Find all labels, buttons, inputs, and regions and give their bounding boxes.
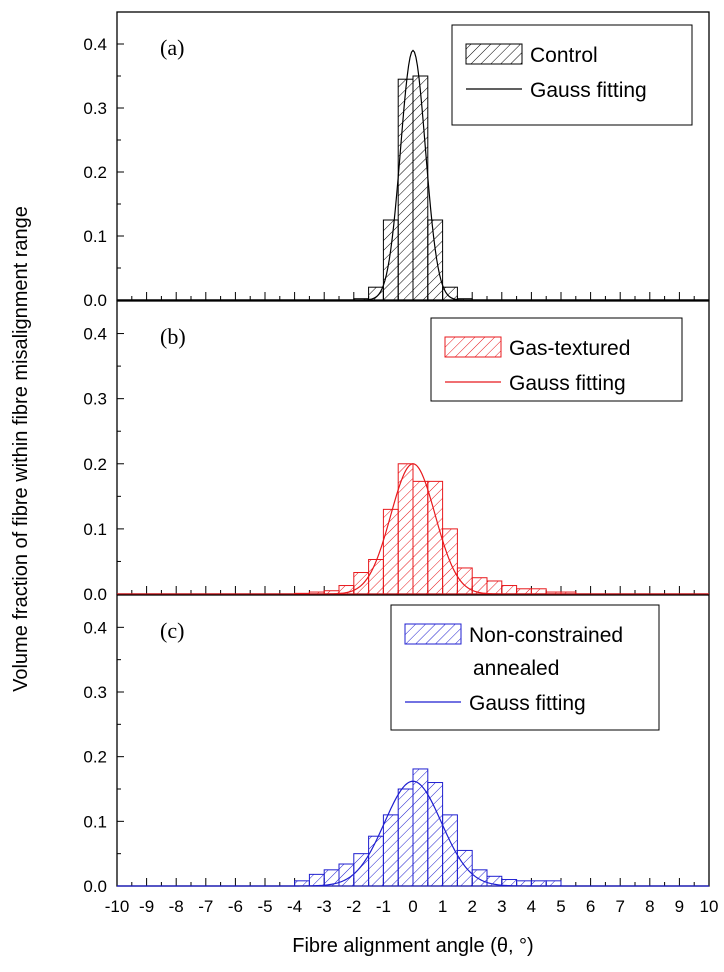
histogram-bar: [382, 219, 399, 301]
x-tick-label: -3: [317, 897, 332, 916]
legend-swatch-bar: [404, 623, 462, 645]
panel-label: (b): [160, 324, 186, 349]
x-tick-label: 10: [700, 897, 719, 916]
x-tick-label: 1: [438, 897, 447, 916]
y-axis-title: Volume fraction of fibre within fibre mi…: [10, 206, 32, 692]
legend-swatch-bar: [444, 336, 502, 358]
y-tick-label: 0.2: [83, 748, 107, 767]
histogram-bar: [338, 863, 355, 887]
x-tick-label: 5: [556, 897, 565, 916]
legend: Control Gauss fitting: [451, 24, 693, 126]
legend-label-histogram: Control: [530, 44, 598, 67]
panel-label: (a): [160, 35, 184, 60]
histogram-bar: [456, 567, 473, 595]
histogram-bar: [308, 873, 325, 887]
histogram-bar: [471, 869, 488, 887]
histogram-bar: [516, 880, 532, 887]
histogram-bar: [294, 880, 310, 887]
x-tick-label: -5: [257, 897, 272, 916]
x-tick-label: 3: [497, 897, 506, 916]
y-tick-label: 0.2: [83, 163, 107, 182]
panel-label: (c): [160, 618, 184, 643]
legend-box: [451, 24, 693, 126]
y-tick-label: 0.2: [83, 455, 107, 474]
histogram-bar: [442, 286, 458, 301]
x-tick-label: -9: [139, 897, 154, 916]
histogram-bar: [545, 880, 562, 887]
x-tick-label: -8: [169, 897, 184, 916]
histogram-bar: [353, 572, 370, 595]
x-tick-label: 6: [586, 897, 595, 916]
legend-label-fit: Gauss fitting: [509, 372, 626, 395]
x-tick-label: -10: [105, 897, 130, 916]
legend-label-fit: Gauss fitting: [530, 79, 647, 102]
y-tick-label: 0.3: [83, 390, 107, 409]
histogram-bar: [412, 768, 429, 887]
x-tick-label: -6: [228, 897, 243, 916]
legend-swatch-bar: [465, 43, 523, 65]
histogram-bar: [368, 286, 384, 301]
histogram-bar: [412, 480, 429, 595]
x-tick-label: -1: [376, 897, 391, 916]
gauss-fit-line: [117, 463, 709, 595]
y-tick-label: 0.1: [83, 227, 107, 246]
histogram-bar: [486, 580, 503, 595]
legend-label-fit: Gauss fitting: [469, 692, 586, 715]
histogram-bar: [501, 585, 518, 595]
x-tick-label: 4: [527, 897, 536, 916]
y-tick-label: 0.0: [83, 291, 107, 310]
x-tick-label: 9: [675, 897, 684, 916]
histogram-bar: [427, 219, 444, 301]
histogram-bar: [456, 849, 473, 887]
histogram-bar: [530, 588, 547, 595]
histogram-bar: [368, 558, 384, 595]
histogram-bar: [368, 835, 384, 887]
gauss-fit-line: [117, 49, 709, 301]
x-tick-label: -2: [346, 897, 361, 916]
panel-b: 0.0 0.1 0.2 0.3 0.4 (b) Gas-textured Gauss fitt…: [83, 300, 710, 604]
x-tick-label: 2: [467, 897, 476, 916]
x-axis-title: Fibre alignment angle (θ, °): [292, 935, 533, 957]
legend-box: [430, 317, 683, 402]
panel-a: 0.0 0.1 0.2 0.3 0.4 (a) Control Gauss fitting: [83, 11, 710, 310]
panel-c: 0.0 0.1 0.2 0.3 0.4 (c) Non-constrained anneale…: [83, 594, 710, 896]
y-tick-label: 0.1: [83, 520, 107, 539]
y-tick-label: 0.4: [83, 618, 107, 637]
histogram-bar: [397, 78, 414, 301]
histogram-bar: [382, 814, 399, 887]
y-tick-label: 0.3: [83, 99, 107, 118]
y-tick-label: 0.0: [83, 585, 107, 604]
histogram-bar: [412, 75, 429, 301]
legend: Non-constrained annealed Gauss fitting: [390, 604, 660, 731]
gauss-fit-line: [117, 780, 709, 887]
legend-label-histogram: Gas-textured: [509, 337, 630, 360]
x-tick-label: 7: [615, 897, 624, 916]
y-tick-label: 0.0: [83, 877, 107, 896]
legend-label-histogram-line2: annealed: [473, 657, 559, 680]
y-tick-label: 0.4: [83, 325, 107, 344]
y-tick-label: 0.1: [83, 812, 107, 831]
x-tick-label: -7: [198, 897, 213, 916]
legend-label-histogram: Non-constrained: [469, 624, 623, 647]
x-tick-label: 8: [645, 897, 654, 916]
histogram-bar: [516, 588, 532, 595]
histogram-bar: [382, 508, 399, 595]
x-tick-label: -4: [287, 897, 302, 916]
y-tick-label: 0.3: [83, 683, 107, 702]
x-tick-label: 0: [408, 897, 417, 916]
histogram-bar: [397, 788, 414, 887]
histogram-bar: [530, 880, 547, 887]
legend: Gas-textured Gauss fitting: [430, 317, 683, 402]
y-tick-label: 0.4: [83, 35, 107, 54]
